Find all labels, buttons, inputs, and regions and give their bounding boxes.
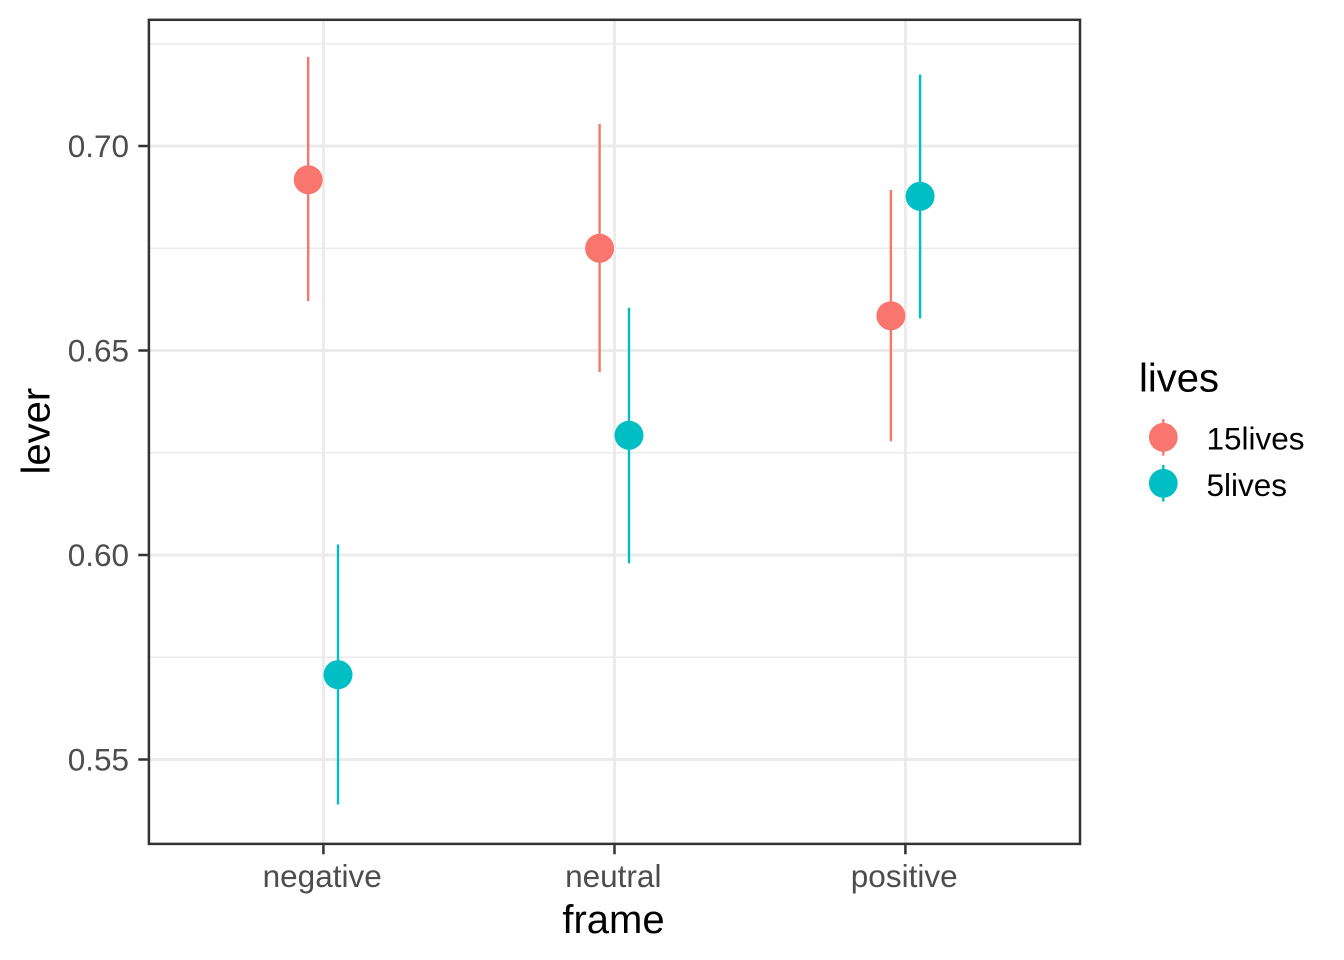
svg-text:neutral: neutral xyxy=(565,858,661,894)
svg-text:lever: lever xyxy=(15,388,59,475)
svg-text:15lives: 15lives xyxy=(1207,420,1305,456)
svg-text:0.55: 0.55 xyxy=(68,742,129,778)
svg-text:5lives: 5lives xyxy=(1207,467,1288,503)
svg-text:lives: lives xyxy=(1139,357,1219,401)
svg-text:0.60: 0.60 xyxy=(68,537,129,573)
svg-text:frame: frame xyxy=(562,898,664,942)
svg-text:negative: negative xyxy=(263,858,382,894)
svg-text:0.70: 0.70 xyxy=(68,128,129,164)
svg-text:0.65: 0.65 xyxy=(68,333,129,369)
svg-text:positive: positive xyxy=(851,858,958,894)
